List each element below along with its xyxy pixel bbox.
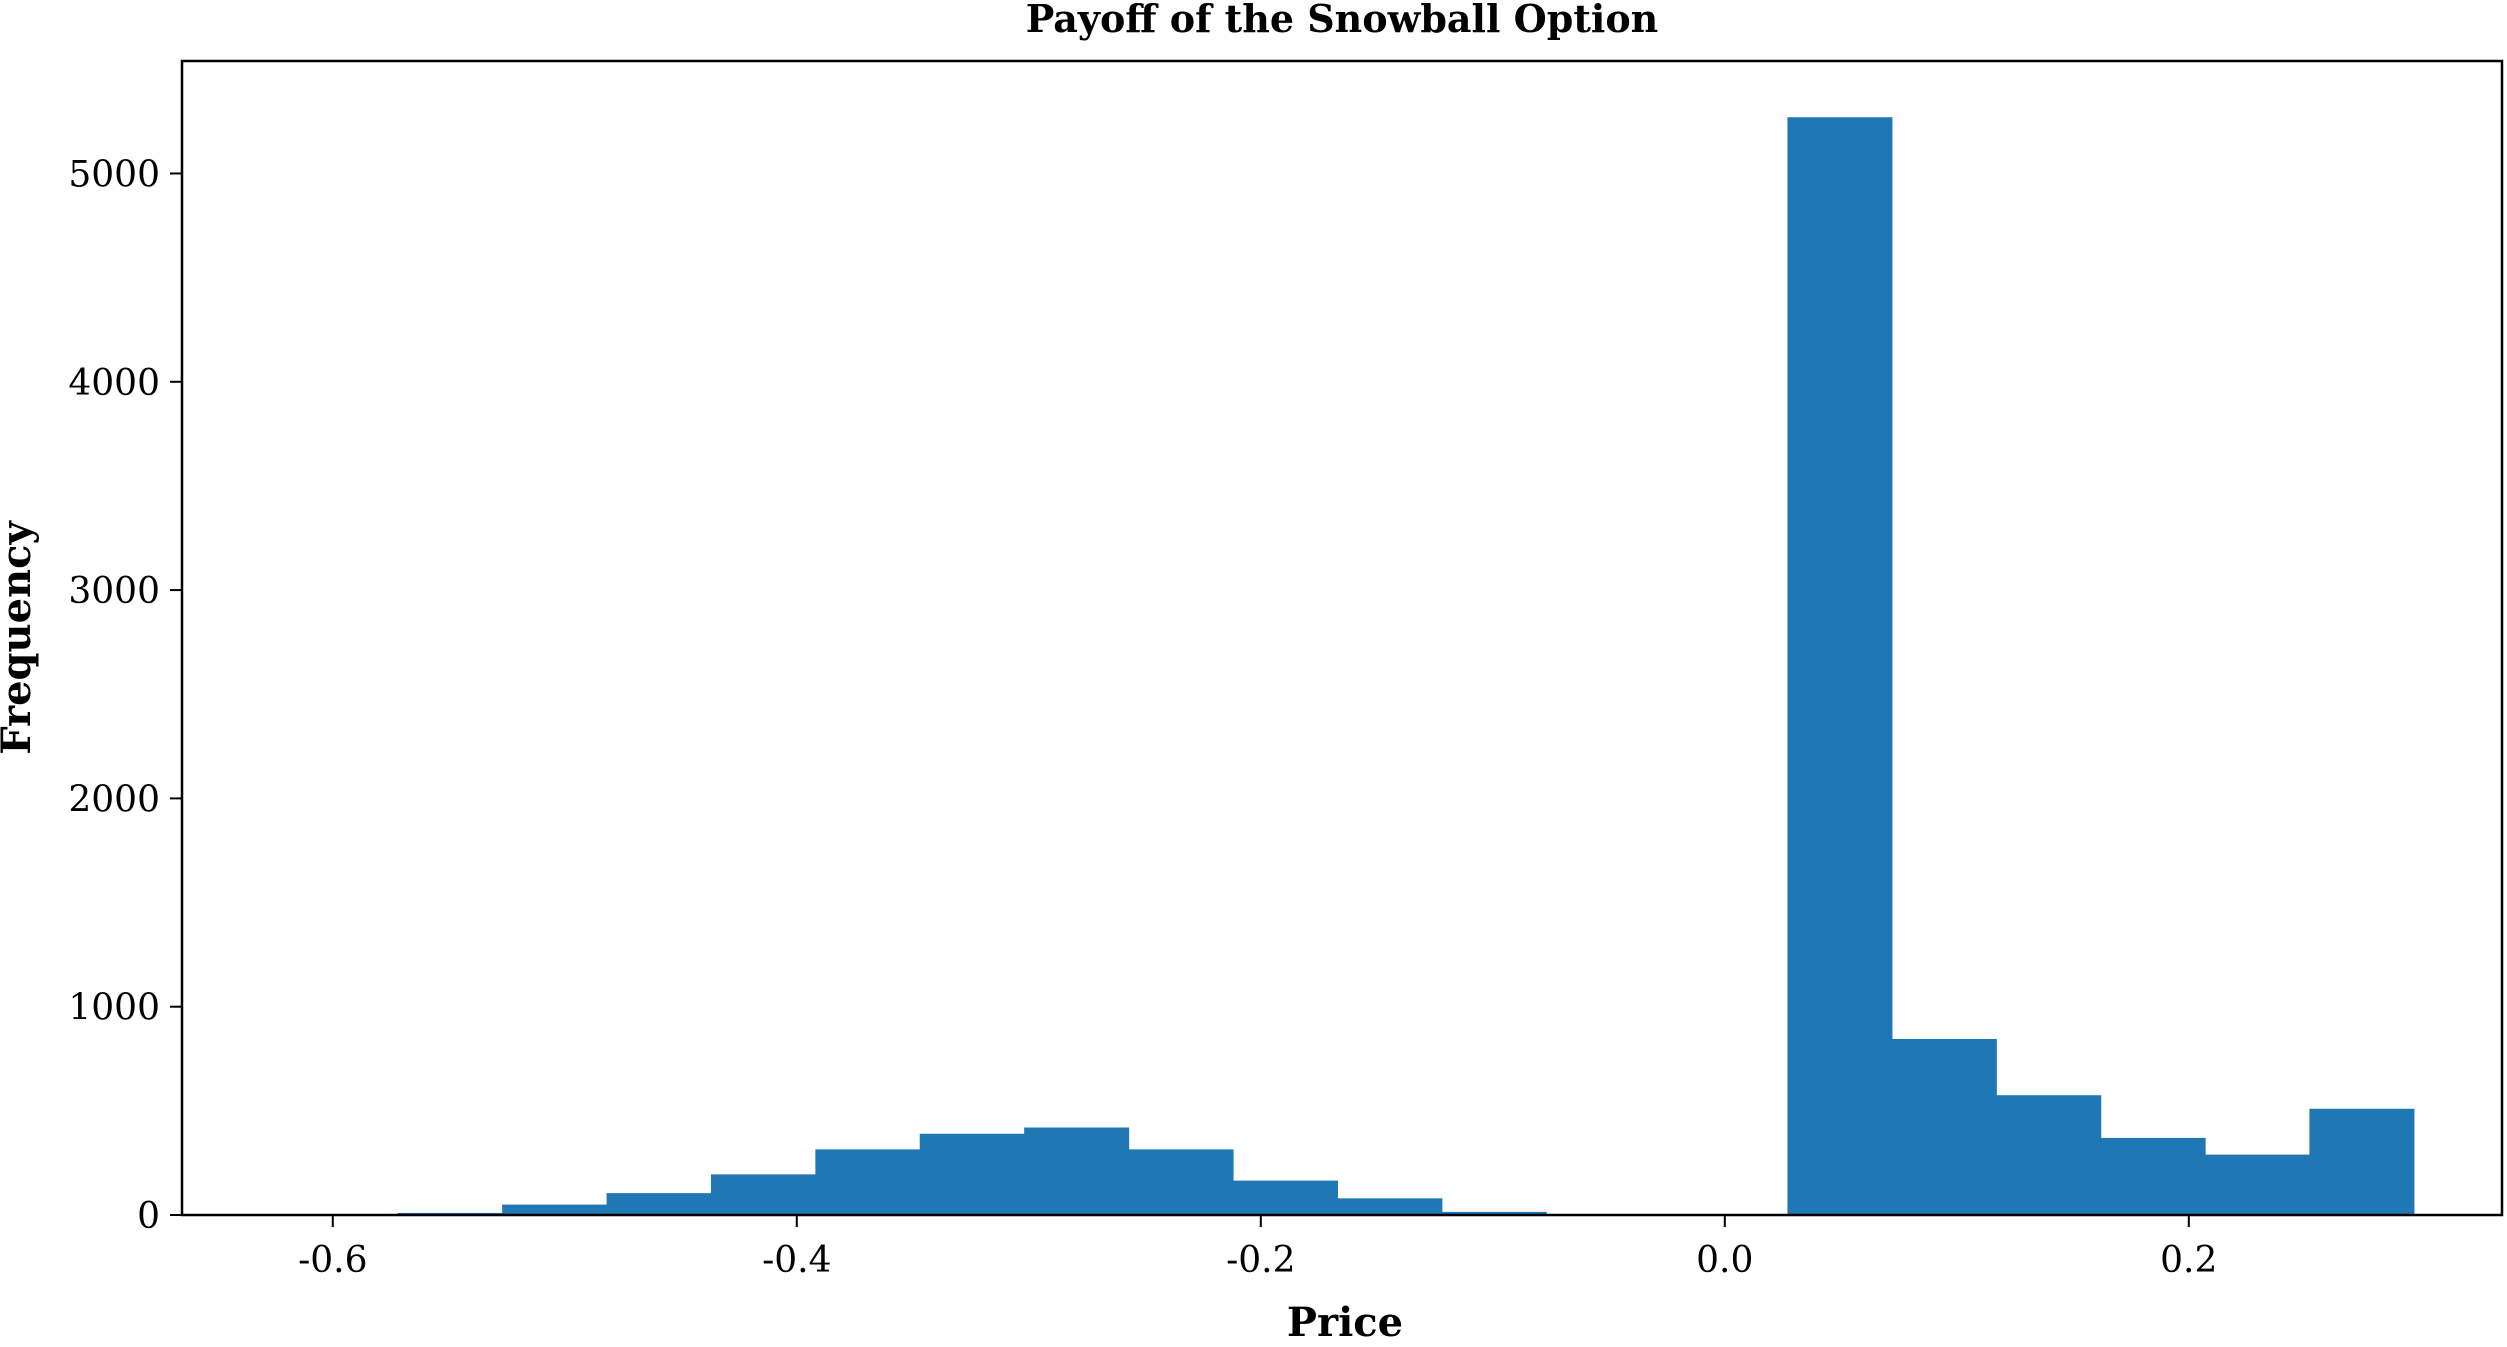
y-axis-ticks: 0 1000 2000 3000 4000 5000 [68,154,182,1237]
histogram-bar [1891,1038,1997,1215]
y-tick-label: 3000 [68,571,160,612]
y-axis-label: Frequency [0,520,40,755]
histogram-bar [1337,1198,1443,1215]
histogram-bar [710,1174,816,1215]
histogram-bar [1232,1180,1338,1215]
histogram-bar [1441,1211,1547,1215]
histogram-bar [1024,1127,1130,1215]
x-axis-ticks: -0.6 -0.4 -0.2 0.0 0.2 [298,1215,2217,1281]
bars-group [397,117,2415,1216]
y-tick-label: 2000 [68,779,160,820]
x-tick-label: 0.2 [2160,1240,2217,1281]
y-tick-label: 4000 [68,363,160,404]
histogram-bar [919,1133,1025,1215]
histogram-bar [2100,1137,2206,1215]
x-tick-label: -0.6 [298,1240,367,1281]
x-tick-label: -0.4 [762,1240,831,1281]
histogram-bar [502,1204,608,1215]
y-tick-label: 5000 [68,154,160,195]
histogram-bar [2205,1154,2311,1215]
histogram-bar [2309,1108,2415,1215]
x-tick-label: -0.2 [1226,1240,1295,1281]
histogram-bar [815,1149,921,1215]
y-tick-label: 1000 [68,988,160,1029]
x-axis-label: Price [1287,1299,1403,1346]
plot-frame [180,59,2504,1217]
histogram-bar [606,1193,712,1215]
chart-title: Payoff of the Snowball Option [1026,0,1659,41]
histogram-bar [1128,1149,1234,1215]
histogram-bar [1996,1095,2102,1215]
x-tick-label: 0.0 [1696,1240,1753,1281]
histogram-bar [1787,117,1893,1216]
y-tick-label: 0 [137,1196,160,1237]
